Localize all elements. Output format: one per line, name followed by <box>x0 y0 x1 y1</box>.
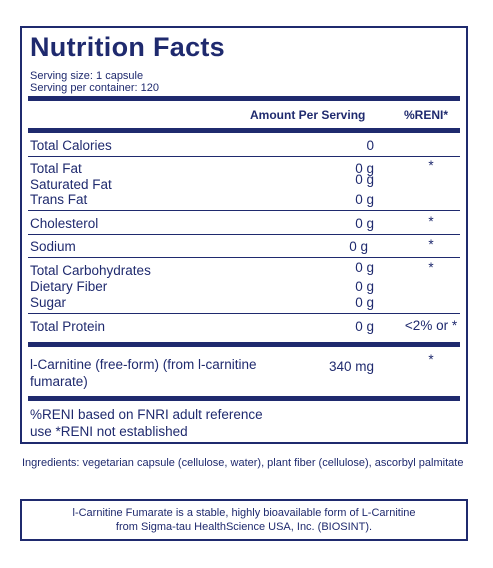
row-amount-l-carnitine: 340 mg <box>328 359 374 374</box>
row-amount-cholesterol: 0 g <box>355 216 374 231</box>
row-divider <box>28 156 460 157</box>
row-label-trans-fat: Trans Fat <box>30 192 88 207</box>
row-divider <box>28 210 460 211</box>
footnote-line1: %RENI based on FNRI adult reference <box>30 407 263 422</box>
row-amount-dietary-fiber: 0 g <box>355 279 374 294</box>
ingredients-text: Ingredients: vegetarian capsule (cellulo… <box>22 457 464 469</box>
row-reni-l-carnitine: * <box>428 352 434 367</box>
row-reni-total-protein: <2% or * <box>404 318 458 333</box>
row-label-total-calories: Total Calories <box>30 138 112 153</box>
section-bar <box>28 342 460 347</box>
row-label-total-fat: Total Fat <box>30 161 82 176</box>
row-reni-total-carbohydrates: * <box>428 260 434 275</box>
servings-per-container: Serving per container: 120 <box>30 82 160 94</box>
row-label-sodium: Sodium <box>30 239 76 254</box>
row-amount-sugar: 0 g <box>355 295 374 310</box>
row-amount-total-protein: 0 g <box>355 319 374 334</box>
row-label-saturated-fat: Saturated Fat <box>30 177 112 192</box>
reni-header: %RENI* <box>404 108 449 122</box>
row-label-total-protein: Total Protein <box>30 319 106 334</box>
header-bar-bottom <box>28 128 460 133</box>
carnitine-note-line2: from Sigma-tau HealthScience USA, Inc. (… <box>115 521 373 533</box>
row-divider <box>28 313 460 314</box>
row-amount-total-carbohydrates: 0 g <box>355 260 374 275</box>
carnitine-note-line1: l-Carnitine Fumarate is a stable, highly… <box>72 507 416 519</box>
nutrition-facts-panel: Nutrition Facts Serving size: 1 capsule … <box>20 26 468 444</box>
row-reni-cholesterol: * <box>428 214 434 229</box>
row-amount-saturated-fat: 0 g <box>355 172 374 187</box>
amount-per-serving-header: Amount Per Serving <box>250 108 366 122</box>
footnote-bar <box>28 396 460 401</box>
row-label-cholesterol: Cholesterol <box>30 216 99 231</box>
row-amount-total-calories: 0 <box>366 138 374 153</box>
carnitine-note-box: l-Carnitine Fumarate is a stable, highly… <box>20 499 468 541</box>
row-amount-sodium: 0 g <box>349 239 368 254</box>
row-reni-total-fat: * <box>428 158 434 173</box>
footnote-line2: use *RENI not established <box>30 424 188 439</box>
row-divider <box>28 257 460 258</box>
row-amount-trans-fat: 0 g <box>355 192 374 207</box>
row-label-sugar: Sugar <box>30 295 67 310</box>
row-label-l-carnitine-line2: fumarate) <box>30 374 88 389</box>
row-label-total-carbohydrates: Total Carbohydrates <box>30 263 151 278</box>
header-bar-top <box>28 96 460 101</box>
row-label-l-carnitine-line1: l-Carnitine (free-form) (from l-carnitin… <box>30 357 257 372</box>
nutrition-facts-title: Nutrition Facts <box>30 32 226 62</box>
serving-size: Serving size: 1 capsule <box>30 70 144 82</box>
row-reni-sodium: * <box>428 237 434 252</box>
row-divider <box>28 234 460 235</box>
row-amount-total-fat: 0 g <box>355 161 374 176</box>
row-label-dietary-fiber: Dietary Fiber <box>30 279 108 294</box>
